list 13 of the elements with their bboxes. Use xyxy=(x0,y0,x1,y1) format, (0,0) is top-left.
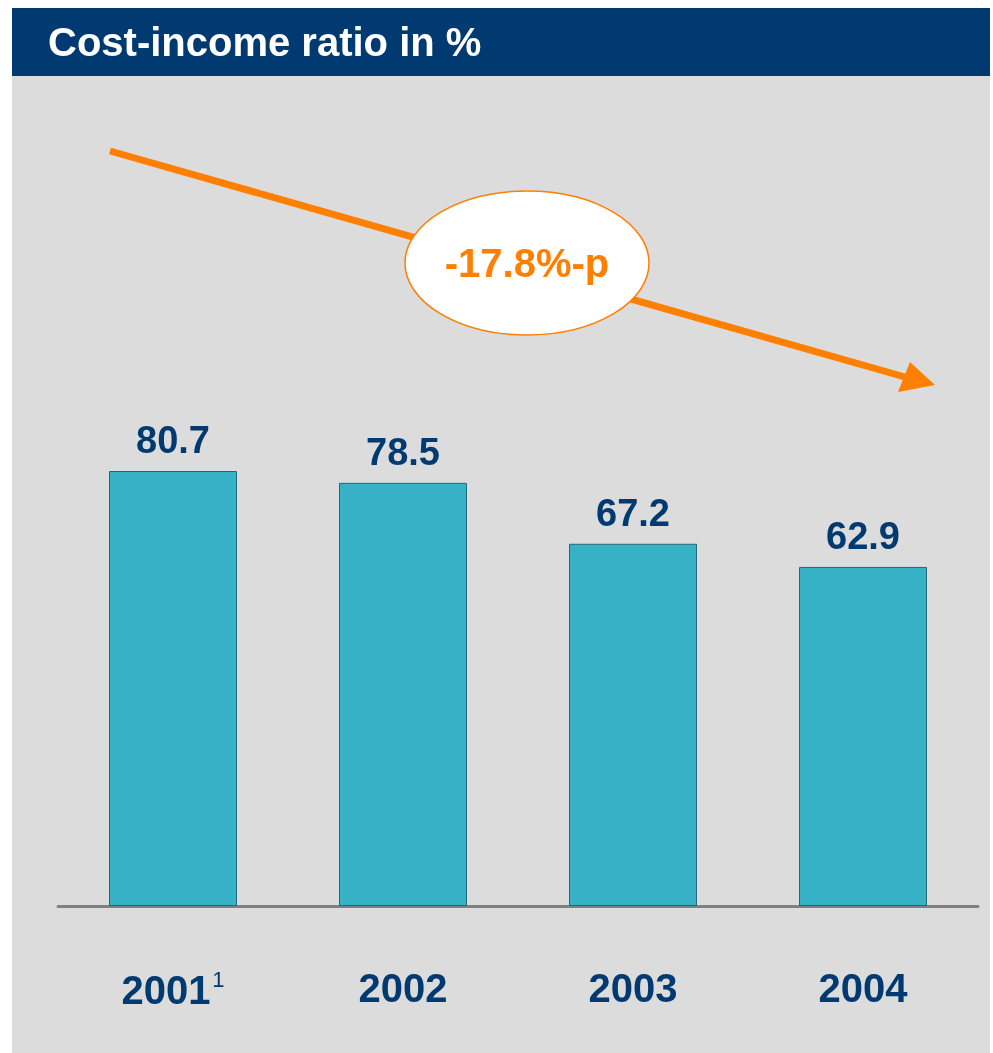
bar xyxy=(569,543,697,906)
data-label: 78.5 xyxy=(366,430,440,473)
data-label: 80.7 xyxy=(136,419,210,461)
x-tick-label: 2002 xyxy=(358,966,448,1010)
data-label: 67.2 xyxy=(596,491,670,534)
bar xyxy=(109,471,237,906)
x-tick-label: 2004 xyxy=(818,966,909,1010)
bar xyxy=(799,566,927,906)
chart-title: Cost-income ratio in % xyxy=(12,8,990,76)
data-label: 62.9 xyxy=(826,514,900,557)
x-tick-label: 2003 xyxy=(588,966,678,1010)
bar xyxy=(339,482,467,906)
text: -17.8%-p xyxy=(443,240,611,287)
